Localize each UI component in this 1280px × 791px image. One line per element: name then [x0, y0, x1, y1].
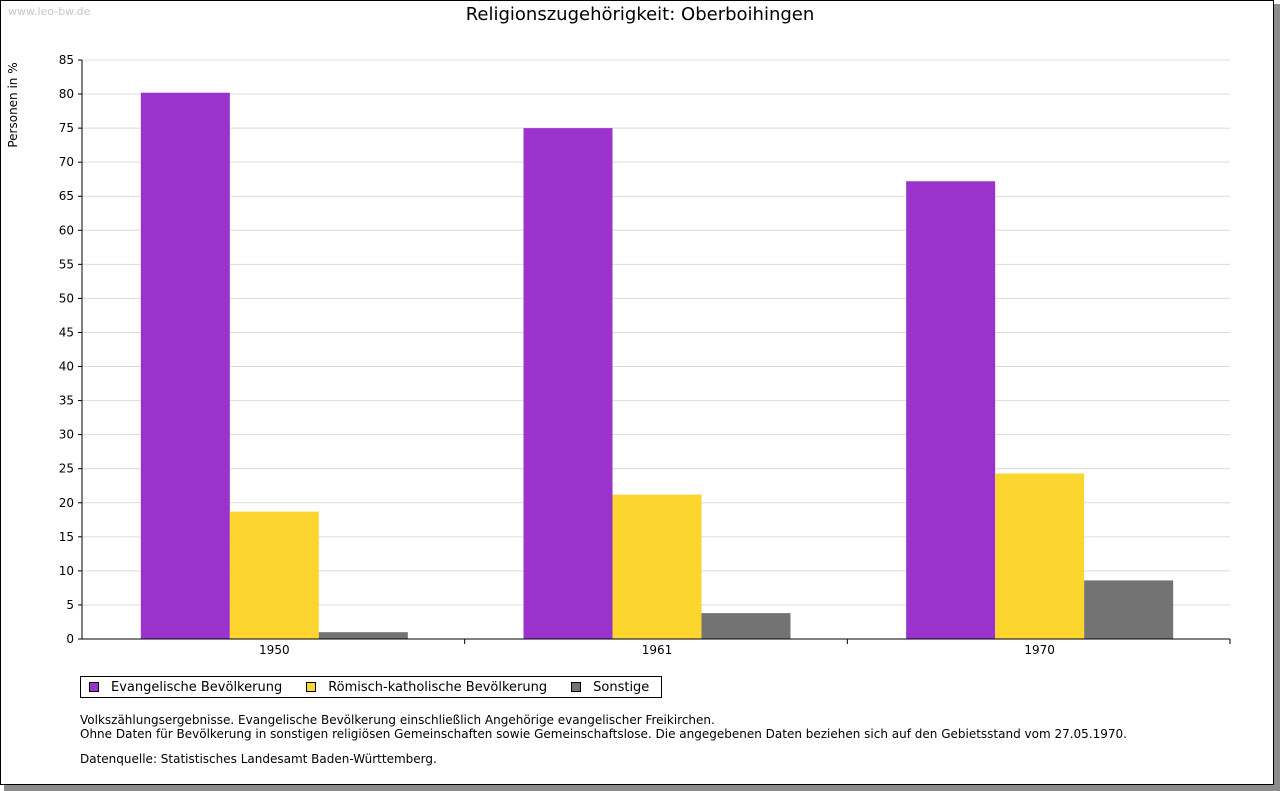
y-tick-label: 85	[59, 53, 74, 67]
bar	[701, 613, 791, 639]
chart-title: Religionszugehörigkeit: Oberboihingen	[465, 4, 815, 25]
y-tick-label: 15	[59, 530, 74, 544]
legend-item: Evangelische Bevölkerung	[89, 680, 282, 695]
bar	[140, 92, 230, 639]
bar	[906, 181, 996, 640]
bar	[1084, 580, 1174, 639]
legend-label: Römisch-katholische Bevölkerung	[328, 679, 548, 695]
legend-label: Evangelische Bevölkerung	[111, 679, 283, 695]
bar	[523, 128, 613, 639]
y-tick-label: 75	[59, 121, 74, 135]
y-tick-label: 70	[59, 155, 74, 169]
bar	[995, 473, 1085, 639]
watermark: www.leo-bw.de	[8, 5, 91, 18]
legend-item: Sonstige	[571, 680, 649, 695]
bar	[318, 632, 408, 639]
chart-legend: Evangelische Bevölkerung Römisch-katholis…	[80, 676, 663, 698]
frame-shadow-bottom	[4, 785, 1280, 791]
y-tick-label: 65	[59, 189, 74, 203]
x-tick-label: 1961	[642, 643, 673, 657]
note-line-2: Ohne Daten für Bevölkerung in sonstigen …	[80, 727, 1127, 741]
y-tick-label: 10	[59, 564, 74, 578]
data-source: Datenquelle: Statistisches Landesamt Bad…	[80, 752, 437, 766]
y-tick-label: 35	[59, 394, 74, 408]
bar	[229, 511, 319, 639]
y-tick-label: 25	[59, 462, 74, 476]
legend-swatch	[306, 682, 317, 692]
legend-label: Sonstige	[593, 679, 650, 695]
y-tick-label: 50	[59, 291, 74, 305]
bar	[612, 494, 702, 639]
y-tick-label: 20	[59, 496, 74, 510]
x-tick-label: 1970	[1024, 643, 1055, 657]
y-tick-label: 80	[59, 87, 74, 101]
y-tick-label: 30	[59, 428, 74, 442]
legend-swatch	[571, 682, 582, 692]
y-tick-label: 40	[59, 360, 74, 374]
legend-swatch	[89, 682, 99, 692]
chart-notes: Volkszählungsergebnisse. Evangelische Be…	[80, 713, 1127, 741]
frame-shadow-right	[1274, 4, 1280, 791]
y-tick-label: 45	[59, 325, 74, 339]
y-tick-label: 0	[66, 632, 74, 646]
y-tick-label: 60	[59, 223, 74, 237]
y-tick-label: 55	[59, 257, 74, 271]
y-tick-label: 5	[66, 598, 74, 612]
x-tick-label: 1950	[259, 643, 290, 657]
legend-item: Römisch-katholische Bevölkerung	[306, 680, 547, 695]
note-line-1: Volkszählungsergebnisse. Evangelische Be…	[80, 713, 715, 727]
